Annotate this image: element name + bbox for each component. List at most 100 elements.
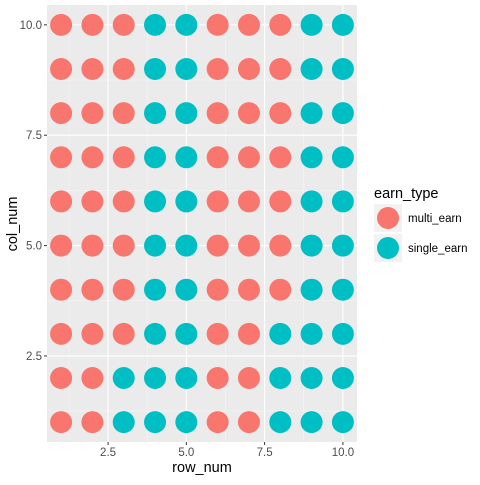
point-single_earn <box>331 190 354 213</box>
point-multi_earn <box>237 234 260 257</box>
point-single_earn <box>331 278 354 301</box>
point-single_earn <box>269 411 292 434</box>
point-multi_earn <box>269 190 292 213</box>
point-multi_earn <box>269 58 292 81</box>
legend-key-multi_earn <box>377 207 399 229</box>
point-single_earn <box>331 411 354 434</box>
point-multi_earn <box>269 234 292 257</box>
point-multi_earn <box>206 366 229 389</box>
y-tick-label: 7.5 <box>26 130 42 142</box>
point-single_earn <box>300 190 323 213</box>
point-single_earn <box>331 102 354 125</box>
point-multi_earn <box>269 146 292 169</box>
point-multi_earn <box>237 58 260 81</box>
legend-items: multi_earn single_earn <box>374 204 467 262</box>
point-multi_earn <box>237 190 260 213</box>
point-single_earn <box>269 366 292 389</box>
legend-label: single_earn <box>408 243 467 255</box>
legend-label: multi_earn <box>408 213 462 225</box>
point-single_earn <box>300 58 323 81</box>
point-multi_earn <box>81 322 104 345</box>
point-multi_earn <box>81 234 104 257</box>
y-tick-label: 2.5 <box>26 351 42 363</box>
point-single_earn <box>331 58 354 81</box>
point-multi_earn <box>112 102 135 125</box>
point-single_earn <box>269 322 292 345</box>
x-axis-label: row_num <box>172 460 232 476</box>
point-single_earn <box>300 322 323 345</box>
x-tick-label: 2.5 <box>100 447 116 459</box>
x-tick-label: 7.5 <box>257 447 273 459</box>
point-multi_earn <box>206 411 229 434</box>
point-multi_earn <box>206 278 229 301</box>
point-multi_earn <box>237 366 260 389</box>
point-single_earn <box>175 322 198 345</box>
point-single_earn <box>144 190 167 213</box>
point-single_earn <box>175 190 198 213</box>
point-multi_earn <box>81 58 104 81</box>
point-multi_earn <box>237 146 260 169</box>
point-single_earn <box>300 278 323 301</box>
y-tick-label: 5.0 <box>26 241 42 253</box>
point-single_earn <box>175 102 198 125</box>
point-multi_earn <box>81 366 104 389</box>
point-single_earn <box>300 366 323 389</box>
point-multi_earn <box>206 13 229 36</box>
y-axis: 2.5 5.0 7.5 10.0 <box>20 20 47 363</box>
point-single_earn <box>144 102 167 125</box>
point-multi_earn <box>269 278 292 301</box>
point-multi_earn <box>81 146 104 169</box>
point-single_earn <box>300 411 323 434</box>
point-single_earn <box>144 322 167 345</box>
y-tick-label: 10.0 <box>20 20 42 32</box>
point-multi_earn <box>50 146 73 169</box>
point-multi_earn <box>237 102 260 125</box>
grid-minor <box>47 5 357 442</box>
point-multi_earn <box>206 146 229 169</box>
point-multi_earn <box>206 234 229 257</box>
point-single_earn <box>144 13 167 36</box>
point-multi_earn <box>237 278 260 301</box>
point-single_earn <box>144 411 167 434</box>
point-single_earn <box>175 58 198 81</box>
x-tick-label: 5.0 <box>178 447 194 459</box>
point-multi_earn <box>81 278 104 301</box>
point-multi_earn <box>50 366 73 389</box>
point-single_earn <box>175 278 198 301</box>
x-axis: 2.5 5.0 7.5 10.0 <box>100 442 354 459</box>
point-single_earn <box>175 146 198 169</box>
point-multi_earn <box>50 13 73 36</box>
legend-title: earn_type <box>374 186 439 202</box>
point-multi_earn <box>50 234 73 257</box>
point-single_earn <box>144 366 167 389</box>
point-multi_earn <box>112 322 135 345</box>
point-single_earn <box>144 58 167 81</box>
point-single_earn <box>300 102 323 125</box>
point-multi_earn <box>269 13 292 36</box>
point-multi_earn <box>50 411 73 434</box>
x-tick-label: 10.0 <box>332 447 354 459</box>
point-multi_earn <box>206 58 229 81</box>
point-multi_earn <box>50 322 73 345</box>
legend-key-single_earn <box>377 237 399 259</box>
point-single_earn <box>175 411 198 434</box>
point-single_earn <box>331 146 354 169</box>
point-single_earn <box>300 13 323 36</box>
point-single_earn <box>331 234 354 257</box>
point-single_earn <box>331 13 354 36</box>
point-multi_earn <box>81 190 104 213</box>
point-multi_earn <box>112 13 135 36</box>
y-axis-label: col_num <box>5 197 21 252</box>
point-multi_earn <box>50 58 73 81</box>
point-multi_earn <box>237 322 260 345</box>
point-multi_earn <box>50 190 73 213</box>
point-multi_earn <box>112 278 135 301</box>
point-multi_earn <box>50 102 73 125</box>
point-single_earn <box>175 13 198 36</box>
point-single_earn <box>175 234 198 257</box>
legend: earn_type multi_earn single_earn <box>374 186 467 262</box>
point-single_earn <box>112 366 135 389</box>
point-multi_earn <box>237 411 260 434</box>
